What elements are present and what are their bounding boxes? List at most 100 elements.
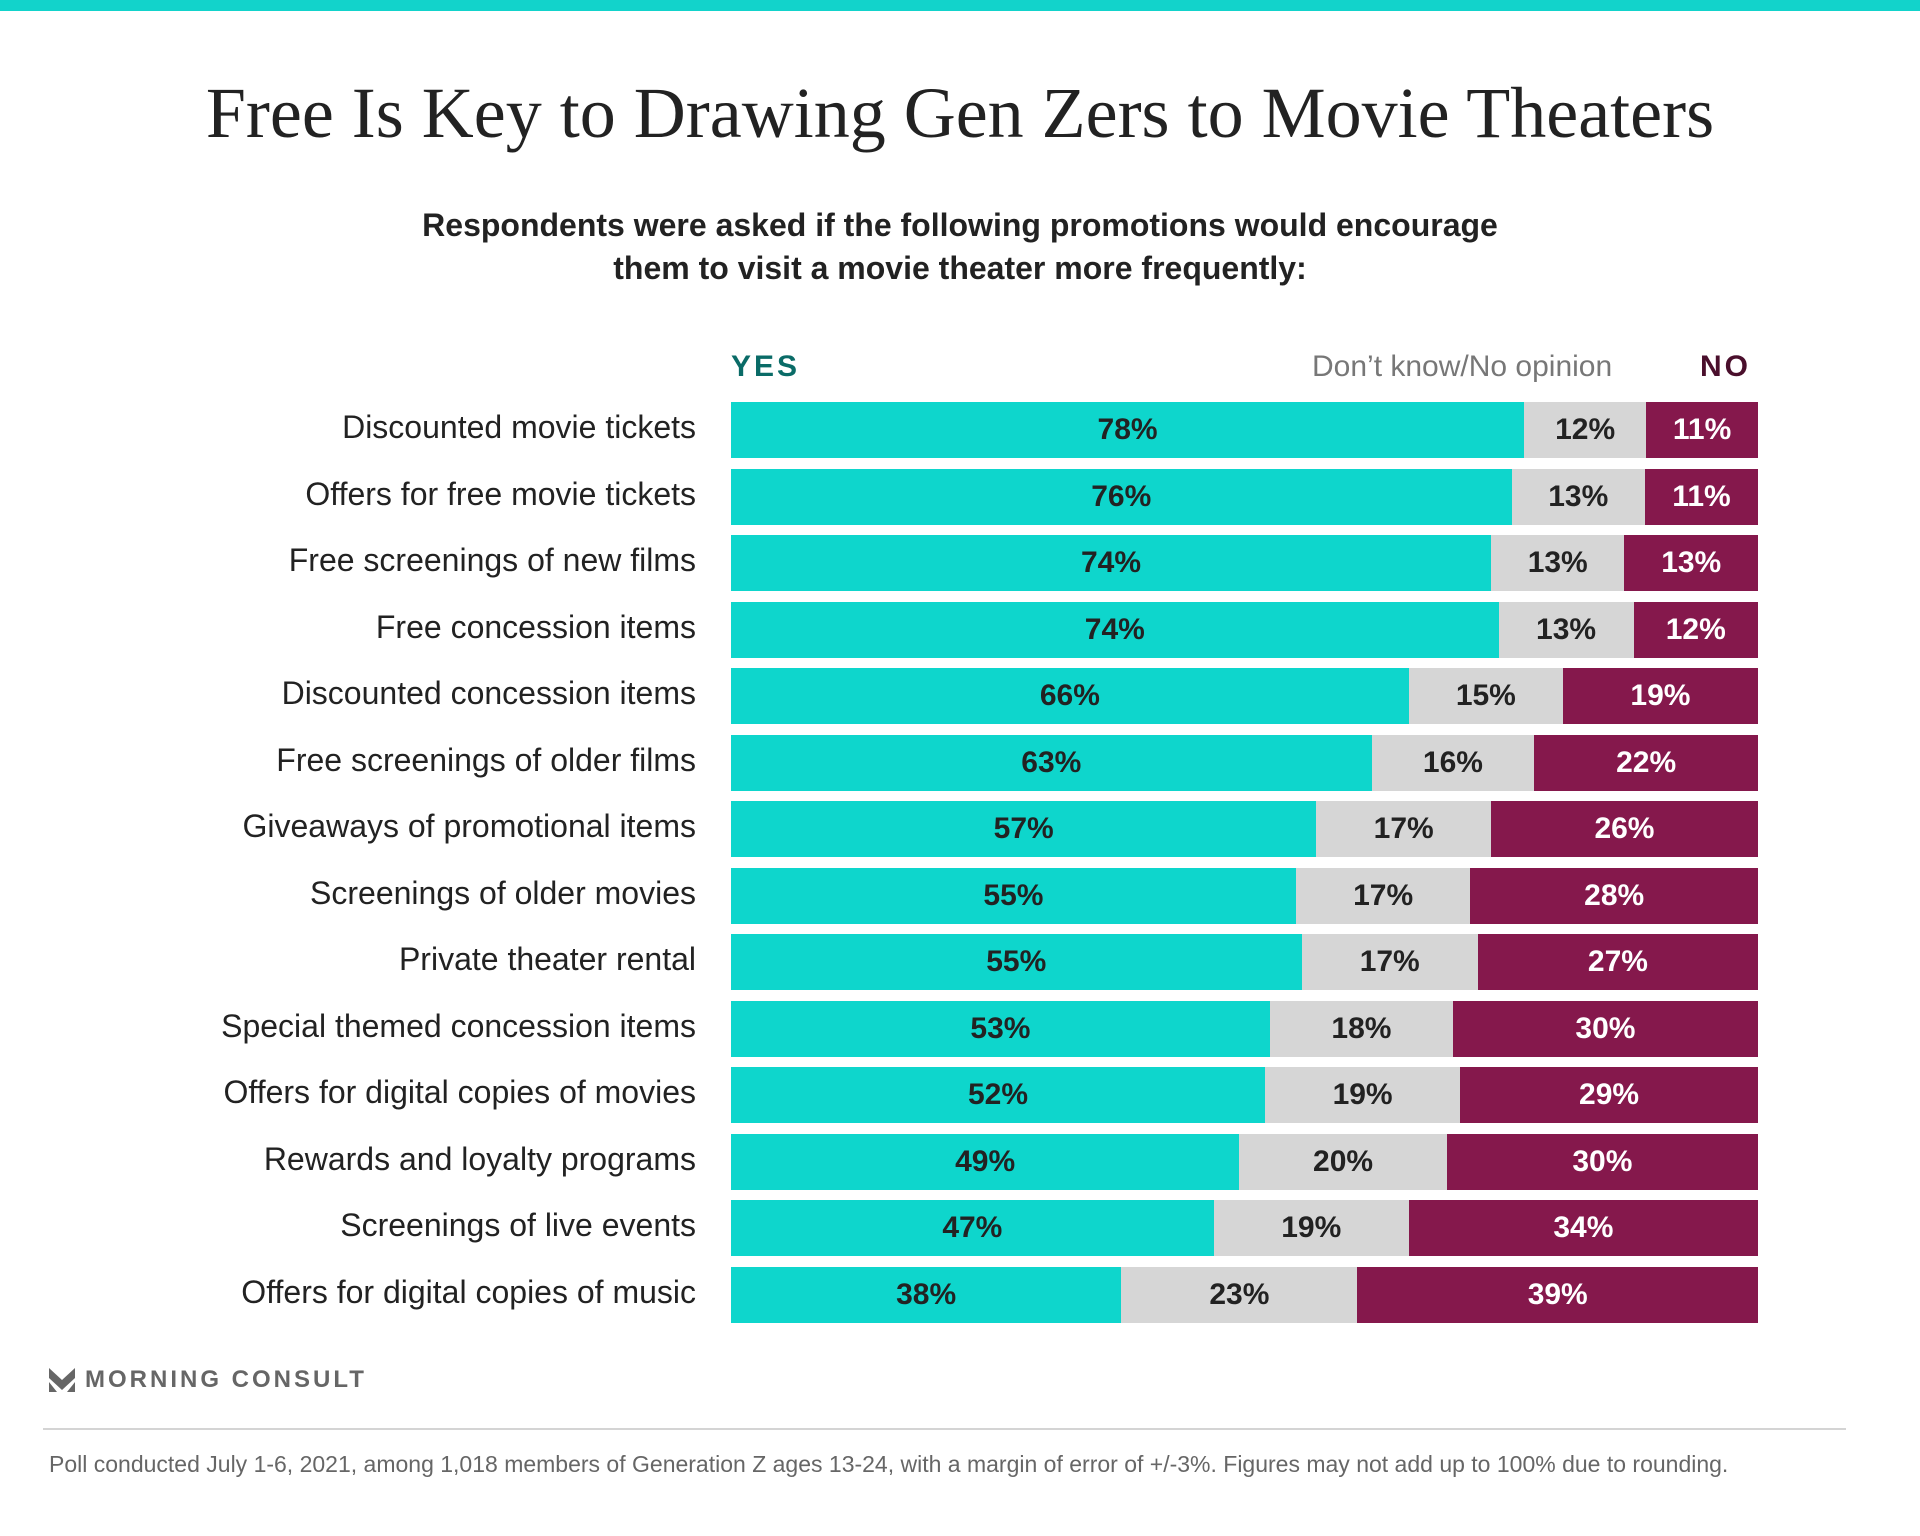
bar-segment-yes: 78%	[731, 402, 1525, 458]
category-label: Private theater rental	[398, 941, 696, 977]
data-label: 30%	[1572, 1144, 1633, 1178]
data-label: 34%	[1553, 1211, 1614, 1244]
chart-row: Screenings of live events 47% 19% 34%	[0, 1200, 1920, 1256]
footer-divider	[43, 1428, 1846, 1430]
bar-segment-dk: 13%	[1498, 601, 1634, 658]
data-label: 27%	[1587, 945, 1648, 978]
stacked-bar: 74% 13% 13%	[731, 535, 1758, 591]
bar-segment-dk: 15%	[1408, 668, 1563, 724]
category-label: Screenings of older movies	[310, 874, 696, 911]
data-label: 23%	[1209, 1277, 1270, 1311]
chart-row: Free screenings of new films 74% 13% 13%	[0, 535, 1920, 591]
bar-segment-no: 39%	[1357, 1266, 1758, 1323]
bar-segment-no: 28%	[1470, 867, 1758, 924]
stacked-bar: 74% 13% 12%	[731, 601, 1758, 658]
bar-segment-dk: 19%	[1265, 1067, 1461, 1123]
bar-segment-dk: 17%	[1316, 801, 1491, 857]
stacked-bar: 55% 17% 27%	[731, 934, 1758, 990]
data-label: 74%	[1084, 612, 1145, 646]
data-label: 11%	[1672, 413, 1732, 446]
stacked-bar: 66% 15% 19%	[731, 668, 1758, 724]
data-label: 57%	[993, 812, 1054, 845]
bar-segment-dk: 12%	[1524, 402, 1647, 458]
chart-title: Free Is Key to Drawing Gen Zers to Movie…	[205, 73, 1715, 153]
footnote: Poll conducted July 1-6, 2021, among 1,0…	[49, 1451, 1729, 1477]
data-label: 12%	[1555, 413, 1616, 446]
bar-segment-no: 30%	[1452, 1000, 1758, 1057]
bar-segment-yes: 74%	[731, 601, 1499, 658]
category-label: Screenings of live events	[340, 1207, 696, 1243]
bar-segment-dk: 23%	[1121, 1266, 1358, 1323]
data-label: 18%	[1331, 1011, 1392, 1045]
data-label: 28%	[1584, 878, 1645, 912]
data-label: 15%	[1455, 679, 1516, 712]
data-label: 49%	[955, 1144, 1016, 1178]
chart-row: Free concession items 74% 13% 12%	[0, 601, 1920, 658]
data-label: 19%	[1281, 1211, 1342, 1244]
legend-dont-know: Don’t know/No opinion	[1312, 350, 1613, 383]
chart-row: Offers for digital copies of movies 52% 19…	[0, 1067, 1920, 1123]
bar-segment-dk: 16%	[1371, 734, 1535, 791]
data-label: 17%	[1373, 812, 1434, 845]
bar-segment-no: 34%	[1408, 1200, 1758, 1256]
legend-no: NO	[1700, 350, 1751, 383]
bar-segment-no: 27%	[1477, 934, 1758, 990]
bar-segment-dk: 18%	[1269, 1000, 1453, 1057]
data-label: 29%	[1579, 1078, 1640, 1111]
chart-row: Special themed concession items 53% 18% 30%	[0, 1000, 1920, 1057]
bar-segment-dk: 17%	[1295, 867, 1471, 924]
bar-segment-dk: 20%	[1239, 1133, 1447, 1190]
data-label: 66%	[1039, 679, 1100, 712]
chart-row: Free screenings of older films 63% 16% 22%	[0, 734, 1920, 791]
data-label: 17%	[1353, 878, 1414, 912]
data-label: 12%	[1665, 612, 1726, 646]
bar-segment-no: 30%	[1446, 1133, 1758, 1190]
chart-row: Private theater rental 55% 17% 27%	[0, 934, 1920, 990]
chart-row: Discounted movie tickets 78% 12% 11%	[0, 402, 1920, 458]
data-label: 19%	[1630, 679, 1691, 712]
category-label: Discounted movie tickets	[342, 409, 696, 445]
bar-segment-dk: 13%	[1511, 468, 1646, 525]
bar-segment-no: 11%	[1645, 468, 1758, 525]
category-label: Special themed concession items	[221, 1007, 696, 1044]
data-label: 16%	[1422, 745, 1483, 779]
category-label: Discounted concession items	[281, 675, 696, 711]
category-label: Giveaways of promotional items	[242, 808, 696, 844]
data-label: 38%	[896, 1277, 957, 1311]
category-label: Free screenings of new films	[288, 542, 696, 578]
data-label: 53%	[970, 1011, 1031, 1045]
data-label: 13%	[1661, 546, 1722, 579]
data-label: 55%	[983, 878, 1044, 912]
bar-segment-no: 11%	[1646, 402, 1758, 458]
data-label: 19%	[1332, 1078, 1393, 1111]
bar-segment-yes: 53%	[731, 1000, 1270, 1057]
stacked-bar: 52% 19% 29%	[731, 1067, 1758, 1123]
top-accent-bar	[0, 0, 1920, 11]
chart-row: Offers for free movie tickets 76% 13% 11%	[0, 468, 1920, 525]
bar-segment-no: 13%	[1624, 535, 1758, 591]
bar-segment-yes: 57%	[731, 801, 1317, 857]
data-label: 20%	[1313, 1144, 1374, 1178]
stacked-bar: 47% 19% 34%	[731, 1200, 1758, 1256]
bar-segment-no: 29%	[1460, 1067, 1758, 1123]
data-label: 55%	[986, 945, 1047, 978]
bar-segment-yes: 47%	[731, 1200, 1214, 1256]
subtitle-line-2: them to visit a movie theater more frequ…	[613, 250, 1307, 286]
chart-row: Offers for digital copies of music 38% 23%…	[0, 1266, 1920, 1323]
chart-row: Discounted concession items 66% 15% 19%	[0, 668, 1920, 724]
morning-consult-m-icon	[49, 1368, 75, 1392]
data-label: 63%	[1021, 745, 1082, 779]
bar-segment-yes: 55%	[731, 867, 1296, 924]
bar-segment-no: 26%	[1490, 801, 1758, 857]
logo-text: MORNING CONSULT	[85, 1366, 367, 1393]
bar-segment-dk: 19%	[1213, 1200, 1409, 1256]
data-label: 13%	[1548, 479, 1609, 513]
morning-consult-logo: MORNING CONSULT	[49, 1366, 367, 1394]
chart-row: Rewards and loyalty programs 49% 20% 30%	[0, 1133, 1920, 1190]
bar-segment-yes: 63%	[731, 734, 1372, 791]
data-label: 13%	[1536, 612, 1597, 646]
bar-segment-no: 19%	[1562, 668, 1758, 724]
category-label: Free concession items	[375, 608, 696, 645]
bar-segment-yes: 55%	[731, 934, 1302, 990]
stacked-bar: 38% 23% 39%	[731, 1266, 1758, 1323]
